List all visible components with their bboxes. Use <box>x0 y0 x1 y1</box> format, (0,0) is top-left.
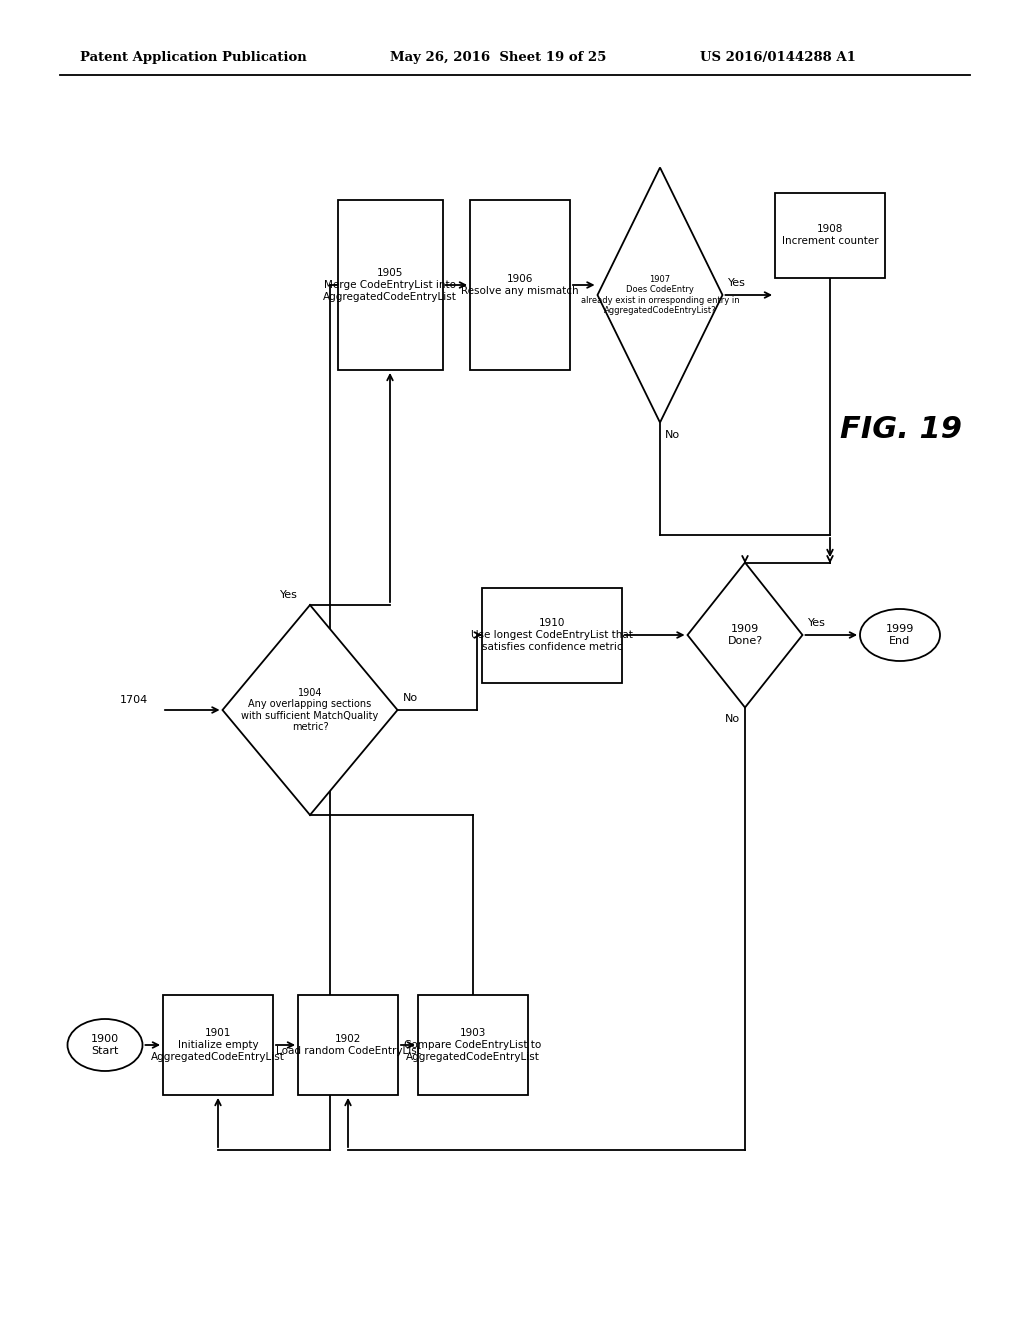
Text: FIG. 19: FIG. 19 <box>840 416 962 445</box>
Ellipse shape <box>860 609 940 661</box>
Polygon shape <box>222 605 397 814</box>
Polygon shape <box>687 562 803 708</box>
Bar <box>775 193 885 277</box>
Text: 1906
Resolve any mismatch: 1906 Resolve any mismatch <box>461 275 579 296</box>
Text: No: No <box>665 429 680 440</box>
Text: Yes: Yes <box>808 618 825 628</box>
Text: 1905
Merge CodeEntryList into
AggregatedCodeEntryList: 1905 Merge CodeEntryList into Aggregated… <box>323 268 457 301</box>
Bar <box>482 587 622 682</box>
Text: Patent Application Publication: Patent Application Publication <box>80 51 307 65</box>
Bar <box>470 201 570 370</box>
Text: 1900
Start: 1900 Start <box>91 1034 119 1056</box>
Bar <box>418 995 528 1096</box>
Bar <box>338 201 442 370</box>
Text: 1704: 1704 <box>120 696 148 705</box>
Text: Yes: Yes <box>281 590 298 601</box>
Text: No: No <box>402 693 418 704</box>
Text: 1904
Any overlapping sections
with sufficient MatchQuality
metric?: 1904 Any overlapping sections with suffi… <box>242 688 379 733</box>
Text: Yes: Yes <box>727 279 745 288</box>
Text: US 2016/0144288 A1: US 2016/0144288 A1 <box>700 51 856 65</box>
Bar <box>163 995 273 1096</box>
Text: 1901
Initialize empty
AggregatedCodeEntryList: 1901 Initialize empty AggregatedCodeEntr… <box>152 1028 285 1061</box>
Text: 1909
Done?: 1909 Done? <box>727 624 763 645</box>
Text: 1902
Load random CodeEntryList: 1902 Load random CodeEntryList <box>275 1034 421 1056</box>
Text: 1910
Use longest CodeEntryList that
satisfies confidence metric: 1910 Use longest CodeEntryList that sati… <box>471 618 633 652</box>
Text: 1907
Does CodeEntry
already exist in orresponding entry in
AggregatedCodeEntryLi: 1907 Does CodeEntry already exist in orr… <box>581 275 739 315</box>
Text: 1903
Compare CodeEntryList to
AggregatedCodeEntryList: 1903 Compare CodeEntryList to Aggregated… <box>404 1028 542 1061</box>
Text: May 26, 2016  Sheet 19 of 25: May 26, 2016 Sheet 19 of 25 <box>390 51 606 65</box>
Bar <box>298 995 398 1096</box>
Text: 1908
Increment counter: 1908 Increment counter <box>781 224 879 246</box>
Text: No: No <box>725 714 740 725</box>
Ellipse shape <box>68 1019 142 1071</box>
Text: 1999
End: 1999 End <box>886 624 914 645</box>
Polygon shape <box>597 168 723 422</box>
